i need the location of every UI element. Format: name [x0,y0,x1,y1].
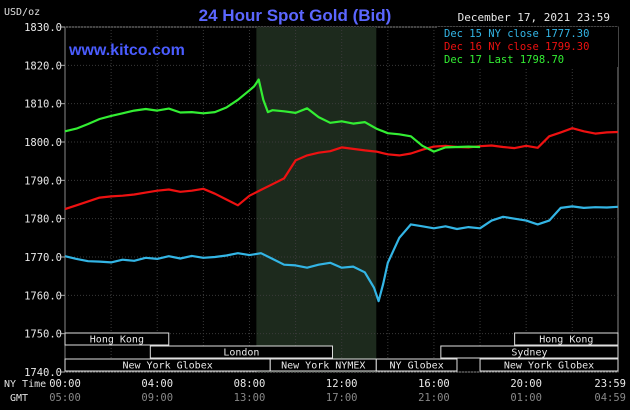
trading-sessions: Hong Kong London New York Globex New York N… [64,332,619,372]
session-box-1 [149,345,333,359]
series-line-1 [64,127,618,211]
session-label-1: London [223,348,259,359]
y-tick-label-7: 1760.0 [24,290,62,302]
session-box-5 [514,332,619,346]
x-tick-label-gmt-2: 13:00 [234,392,266,404]
y-tick-label-8: 1750.0 [24,329,62,341]
y-tick-label-5: 1780.0 [24,214,62,226]
session-label-7: New York Globex [504,361,594,372]
session-box-6 [440,345,619,359]
session-box-0 [64,332,170,346]
y-tick-label-2: 1810.0 [24,99,62,111]
chart-title: 24 Hour Spot Gold (Bid) [199,6,392,25]
x-tick-label-gmt-1: 09:00 [141,392,173,404]
x-tick-label-ny-5: 20:00 [510,378,542,390]
x-tick-label-ny-6: 23:59 [594,378,626,390]
legend: Dec 15 NY close 1777.30 Dec 16 NY close … [437,27,618,67]
x-tick-label-gmt-4: 21:00 [418,392,450,404]
y-axis-ticks: 1830.0 1820.0 1810.0 1800.0 1790.0 1780.0 1770… [24,22,65,379]
x-row-label-ny: NY Time [4,379,46,390]
x-axis-ticks: 00:00 05:00 04:00 09:00 08:00 13:00 12:00 17:00… [49,378,626,404]
session-label-0: Hong Kong [90,335,144,346]
y-tick-label-3: 1800.0 [24,137,62,149]
x-tick-label-gmt-3: 17:00 [326,392,358,404]
x-tick-label-ny-0: 00:00 [49,378,81,390]
x-tick-label-ny-3: 12:00 [326,378,358,390]
y-tick-label-4: 1790.0 [24,175,62,187]
date-stamp: December 17, 2021 23:59 [458,11,610,24]
x-tick-label-gmt-6: 04:59 [594,392,626,404]
x-tick-label-gmt-5: 01:00 [510,392,542,404]
nymex-session-shading [256,27,377,372]
price-series [64,78,618,303]
session-box-7 [479,358,619,372]
x-tick-label-gmt-0: 05:00 [49,392,81,404]
watermark: www.kitco.com [68,42,185,59]
legend-item-dec16: Dec 16 NY close 1799.30 [444,41,589,53]
y-tick-label-9: 1740.0 [24,367,62,379]
session-box-4 [375,358,458,372]
y-unit-label: USD/oz [4,7,40,18]
y-tick-label-6: 1770.0 [24,252,62,264]
series-line-2 [64,78,481,153]
session-label-4: NY Globex [390,361,444,372]
legend-item-dec15: Dec 15 NY close 1777.30 [444,28,589,40]
x-tick-label-ny-2: 08:00 [234,378,266,390]
session-label-2: New York Globex [122,361,212,372]
x-tick-label-ny-1: 04:00 [141,378,173,390]
y-tick-label-0: 1830.0 [24,22,62,34]
legend-box [437,27,618,67]
series-line-0 [64,205,618,303]
grid-lines [65,26,618,373]
legend-item-dec17: Dec 17 Last 1798.70 [444,54,564,66]
session-label-3: New York NYMEX [281,361,365,372]
y-tick-label-1: 1820.0 [24,60,62,72]
session-label-5: Hong Kong [539,335,593,346]
x-tick-label-ny-4: 16:00 [418,378,450,390]
session-label-6: Sydney [511,348,547,359]
x-row-label-gmt: GMT [10,393,28,404]
